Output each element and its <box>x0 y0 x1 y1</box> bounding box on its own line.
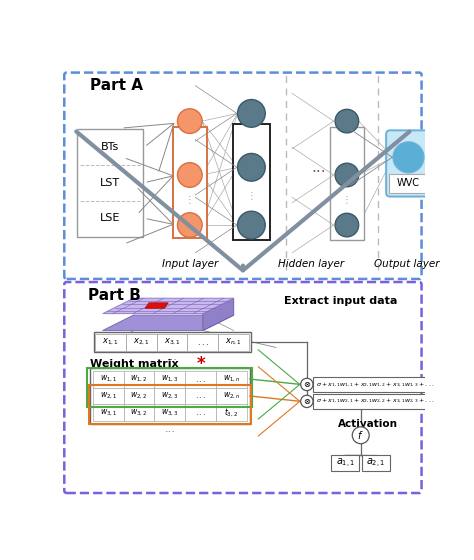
Text: ⋮: ⋮ <box>246 191 256 201</box>
Text: $\otimes$: $\otimes$ <box>303 380 311 389</box>
Text: $w_{2,2}$: $w_{2,2}$ <box>130 391 147 401</box>
Polygon shape <box>103 298 234 314</box>
FancyBboxPatch shape <box>386 130 429 197</box>
Polygon shape <box>145 303 168 308</box>
Text: WVC: WVC <box>397 179 420 189</box>
Text: $w_{3,1}$: $w_{3,1}$ <box>100 408 117 418</box>
Circle shape <box>301 395 313 408</box>
Text: Hidden layer: Hidden layer <box>278 259 344 269</box>
Bar <box>124 404 155 422</box>
Text: $x_{n,1}$: $x_{n,1}$ <box>225 337 242 347</box>
Text: ...: ... <box>311 160 326 175</box>
Bar <box>89 385 251 424</box>
Text: $x_{2,1}$: $x_{2,1}$ <box>133 337 150 347</box>
Text: $w_{2,3}$: $w_{2,3}$ <box>161 391 179 401</box>
Bar <box>331 455 359 470</box>
Text: Extract input data: Extract input data <box>284 296 397 306</box>
Text: *: * <box>196 354 205 372</box>
Text: Weight matrix: Weight matrix <box>90 358 178 368</box>
Bar <box>77 129 143 237</box>
Text: ⋮: ⋮ <box>185 195 195 205</box>
Text: $...$: $...$ <box>195 391 206 400</box>
Bar <box>313 377 427 392</box>
Circle shape <box>177 162 202 187</box>
Circle shape <box>177 109 202 133</box>
Circle shape <box>237 100 265 127</box>
Text: Activation: Activation <box>337 419 398 430</box>
Text: $w_{1,1}$: $w_{1,1}$ <box>100 374 117 384</box>
Bar <box>93 371 124 388</box>
Bar <box>362 455 390 470</box>
Circle shape <box>335 213 359 237</box>
Bar <box>93 404 124 422</box>
Bar <box>233 124 270 240</box>
Circle shape <box>301 379 313 391</box>
Bar <box>157 334 188 351</box>
Bar <box>389 174 426 193</box>
Text: $...$: $...$ <box>195 408 206 417</box>
Text: $\otimes$: $\otimes$ <box>303 397 311 406</box>
Bar <box>93 388 124 404</box>
Bar <box>216 388 247 404</box>
Bar <box>219 334 249 351</box>
Bar <box>95 334 126 351</box>
Bar <box>216 371 247 388</box>
Text: ...: ... <box>167 352 178 362</box>
Text: ⋮: ⋮ <box>342 195 352 205</box>
Bar <box>155 388 185 404</box>
Bar <box>93 332 251 352</box>
Bar <box>185 388 216 404</box>
Text: $w_{3,2}$: $w_{3,2}$ <box>130 408 147 418</box>
Text: $t_{3,2}$: $t_{3,2}$ <box>224 407 238 419</box>
Text: Input layer: Input layer <box>162 259 218 269</box>
Bar <box>90 367 250 424</box>
Text: $w_{1,3}$: $w_{1,3}$ <box>161 374 179 384</box>
Text: $f$: $f$ <box>357 430 364 441</box>
Bar <box>155 404 185 422</box>
Bar <box>185 371 216 388</box>
Bar <box>185 404 216 422</box>
Bar <box>188 334 219 351</box>
Text: $x_{3,1}$: $x_{3,1}$ <box>164 337 181 347</box>
Text: LST: LST <box>100 178 120 188</box>
Text: $x_{1,1}$: $x_{1,1}$ <box>102 337 119 347</box>
Bar <box>216 404 247 422</box>
Text: Output layer: Output layer <box>374 259 440 269</box>
Text: Part B: Part B <box>88 288 141 304</box>
Text: $a_{2,1}$: $a_{2,1}$ <box>366 456 386 469</box>
Text: $\sigma+x_{1,1}w_{1,1}+x_{2,1}w_{1,2}+x_{3,1}w_{1,3}+...$: $\sigma+x_{1,1}w_{1,1}+x_{2,1}w_{1,2}+x_… <box>316 380 435 389</box>
Circle shape <box>393 142 424 172</box>
Polygon shape <box>203 298 234 330</box>
Text: LSE: LSE <box>100 213 120 223</box>
Circle shape <box>352 427 369 444</box>
Text: $...$: $...$ <box>197 338 209 347</box>
Text: $\sigma+x_{1,1}w_{2,1}+x_{2,1}w_{2,2}+x_{3,1}w_{2,3}+...$: $\sigma+x_{1,1}w_{2,1}+x_{2,1}w_{2,2}+x_… <box>316 397 435 405</box>
Bar <box>330 127 364 240</box>
Bar <box>87 368 252 407</box>
Text: $w_{1,n}$: $w_{1,n}$ <box>223 374 240 384</box>
Circle shape <box>177 213 202 237</box>
Text: Part A: Part A <box>90 78 143 93</box>
Text: $w_{1,2}$: $w_{1,2}$ <box>130 374 147 384</box>
Circle shape <box>237 211 265 239</box>
Bar <box>124 371 155 388</box>
Text: $a_{1,1}$: $a_{1,1}$ <box>336 456 355 469</box>
Text: BTs: BTs <box>101 142 119 152</box>
Bar <box>155 371 185 388</box>
Bar <box>313 394 427 409</box>
Text: ...: ... <box>164 424 175 434</box>
Bar <box>173 127 207 238</box>
Circle shape <box>237 153 265 181</box>
Circle shape <box>335 163 359 187</box>
Polygon shape <box>103 315 234 330</box>
Text: $w_{2,1}$: $w_{2,1}$ <box>100 391 117 401</box>
Bar <box>124 388 155 404</box>
Circle shape <box>335 109 359 133</box>
Text: $w_{3,3}$: $w_{3,3}$ <box>161 408 179 418</box>
Text: $...$: $...$ <box>195 375 206 384</box>
Bar <box>126 334 157 351</box>
Text: $w_{2,n}$: $w_{2,n}$ <box>223 391 240 401</box>
